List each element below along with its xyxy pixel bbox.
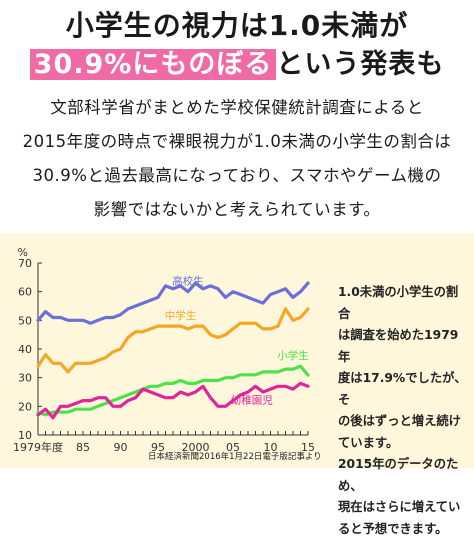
y-tick-label: 60 [18, 286, 32, 299]
side-note-line: 1.0未満の小学生の割合 [338, 282, 470, 325]
headline-line1: 小学生の視力は1.0未満が [0, 4, 474, 44]
series-label: 小学生 [277, 349, 309, 362]
headline-line2: 30.9%にものぼるという発表も [0, 42, 474, 81]
side-note-line: 度は17.9%でしたが、そ [338, 368, 470, 411]
y-tick-label: 30 [18, 372, 32, 385]
side-note-line: ると予想できます。 [338, 519, 470, 540]
side-note: 1.0未満の小学生の割合 は調査を始めた1979年 度は17.9%でしたが、そ … [338, 282, 470, 540]
series-label: 高校生 [172, 275, 204, 288]
series-label: 中学生 [165, 309, 197, 322]
side-note-line: ています。 [338, 433, 470, 455]
body-text-line: 30.9%と過去最高になっており、スマホやゲーム機の [0, 162, 474, 186]
source-note: 日本経済新聞2016年1月22日電子版記事より [148, 450, 322, 462]
x-tick-label: 85 [76, 441, 90, 454]
body-text-line: 影響ではないかと考えられています。 [0, 196, 474, 220]
x-tick-label: 1979年度 [13, 440, 63, 454]
y-tick-label: 40 [18, 343, 32, 356]
y-tick-label: 20 [18, 400, 32, 413]
body-text-line: 文部科学省がまとめた学校保健統計調査によると [0, 94, 474, 118]
side-note-line: 現在はさらに増えてい [338, 497, 470, 519]
headline-highlight: 30.9%にものぼる [30, 49, 277, 80]
body-text-line: 2015年度の時点で裸眼視力が1.0未満の小学生の割合は [0, 128, 474, 152]
series-label: 幼稚園児 [231, 393, 273, 406]
side-note-line: は調査を始めた1979年 [338, 325, 470, 368]
side-note-line: 2015年のデータのため、 [338, 454, 470, 497]
headline-rest: という発表も [276, 49, 444, 80]
x-tick-label: 90 [114, 441, 128, 454]
y-tick-label: 50 [18, 314, 32, 327]
y-tick-label: 70 [18, 257, 32, 270]
side-note-line: の後はずっと増え続け [338, 411, 470, 433]
